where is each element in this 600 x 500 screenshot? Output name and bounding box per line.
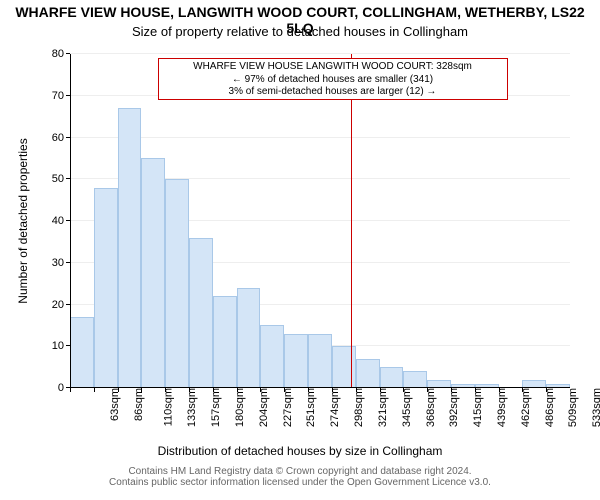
y-tick-label: 10 [52,340,70,352]
x-tick-mark [284,388,285,392]
y-tick-mark [66,137,70,138]
x-tick-label: 157sqm [208,388,222,427]
y-tick-mark [66,345,70,346]
x-axis-label: Distribution of detached houses by size … [0,444,600,458]
x-tick-label: 392sqm [446,388,460,427]
y-tick-label: 40 [52,215,70,227]
histogram-bar [165,179,189,388]
y-tick-mark [66,262,70,263]
y-tick-label: 60 [52,132,70,144]
x-tick-label: 204sqm [256,388,270,427]
x-tick-label: 110sqm [160,388,174,426]
histogram-bar [118,108,142,388]
y-tick-mark [66,178,70,179]
y-tick-label: 20 [52,299,70,311]
y-axis-line [70,54,71,388]
histogram-bar [260,325,284,388]
callout-line: 3% of semi-detached houses are larger (1… [163,86,503,99]
x-tick-label: 227sqm [280,388,294,427]
y-tick-label: 50 [52,173,70,185]
x-tick-mark [499,388,500,392]
x-tick-mark [141,388,142,392]
x-tick-label: 298sqm [351,388,365,427]
histogram-bar [70,317,94,388]
histogram-bar [356,359,380,388]
reference-line [351,54,352,388]
x-tick-mark [118,388,119,392]
y-tick-mark [66,304,70,305]
x-tick-label: 462sqm [518,388,532,427]
y-tick-label: 70 [52,90,70,102]
x-tick-label: 86sqm [131,388,145,421]
histogram-bar [308,334,332,388]
x-tick-mark [94,388,95,392]
x-tick-label: 509sqm [566,388,580,427]
y-tick-label: 80 [52,48,70,60]
x-tick-mark [475,388,476,392]
histogram-bar [237,288,261,388]
x-tick-label: 180sqm [232,388,246,427]
attribution-footer: Contains HM Land Registry data © Crown c… [0,466,600,488]
y-tick-label: 30 [52,257,70,269]
x-tick-label: 133sqm [185,388,199,427]
x-tick-mark [70,388,71,392]
x-tick-mark [189,388,190,392]
y-tick-mark [66,220,70,221]
x-tick-label: 415sqm [470,388,484,427]
x-tick-mark [451,388,452,392]
x-tick-mark [356,388,357,392]
y-tick-label: 0 [58,382,70,394]
x-tick-mark [237,388,238,392]
x-tick-mark [308,388,309,392]
histogram-bar [284,334,308,388]
x-tick-mark [427,388,428,392]
y-tick-mark [66,53,70,54]
x-tick-mark [522,388,523,392]
chart-title-sub: Size of property relative to detached ho… [0,24,600,39]
x-tick-label: 439sqm [494,388,508,427]
x-tick-mark [332,388,333,392]
x-tick-label: 345sqm [399,388,413,427]
x-tick-label: 533sqm [589,388,600,427]
histogram-bar [403,371,427,388]
x-tick-label: 251sqm [304,388,318,427]
x-tick-label: 63sqm [107,388,121,421]
x-tick-mark [165,388,166,392]
x-tick-label: 274sqm [327,388,341,427]
callout-line: WHARFE VIEW HOUSE LANGWITH WOOD COURT: 3… [163,61,503,74]
x-tick-label: 486sqm [542,388,556,427]
callout-line: ← 97% of detached houses are smaller (34… [163,74,503,87]
x-tick-mark [403,388,404,392]
histogram-bar [189,238,213,388]
histogram-bar [332,346,356,388]
histogram-bar [213,296,237,388]
histogram-bar [380,367,404,388]
callout-box: WHARFE VIEW HOUSE LANGWITH WOOD COURT: 3… [158,58,508,100]
x-tick-label: 321sqm [375,388,389,427]
x-tick-mark [260,388,261,392]
x-tick-label: 368sqm [423,388,437,427]
x-tick-mark [380,388,381,392]
histogram-plot: 0102030405060708063sqm86sqm110sqm133sqm1… [70,54,570,388]
y-tick-mark [66,95,70,96]
gridline [70,53,570,54]
gridline [70,137,570,138]
histogram-bar [141,158,165,388]
footer-line-1: Contains HM Land Registry data © Crown c… [0,466,600,477]
x-tick-mark [546,388,547,392]
y-axis-label: Number of detached properties [16,54,30,388]
footer-line-2: Contains public sector information licen… [0,477,600,488]
x-tick-mark [213,388,214,392]
histogram-bar [94,188,118,388]
